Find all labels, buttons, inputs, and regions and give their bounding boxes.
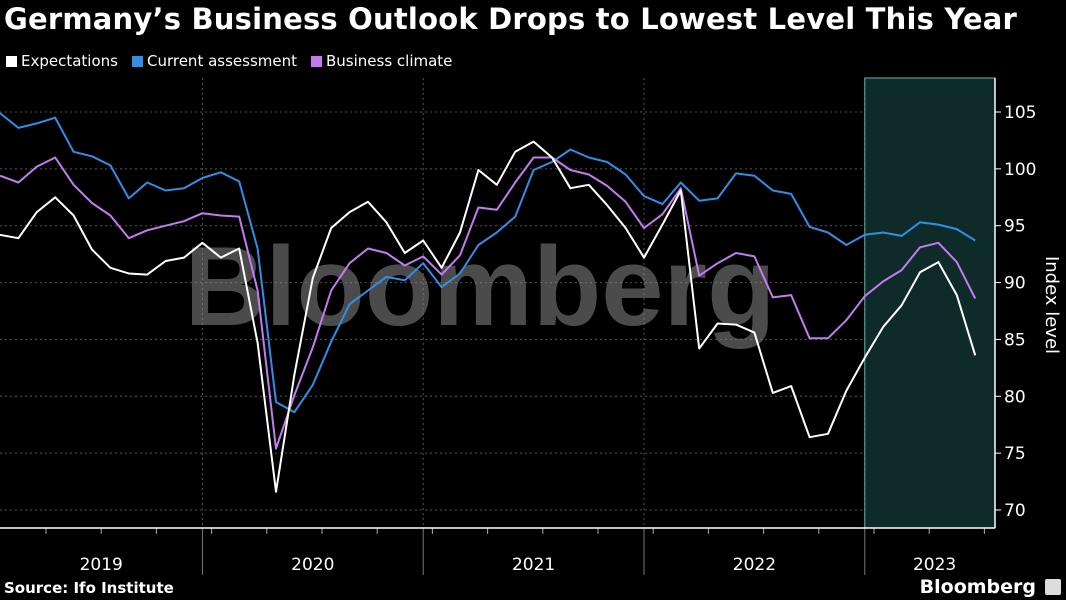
y-tick-label: 70 — [1004, 501, 1026, 521]
y-tick-label: 105 — [1004, 103, 1036, 123]
x-tick-label: 2019 — [80, 555, 123, 575]
series-line-business-climate — [0, 156, 977, 450]
chart-icon — [1045, 579, 1061, 595]
x-tick-label: 2023 — [913, 555, 956, 575]
legend-label: Current assessment — [146, 52, 297, 70]
legend-label: Business climate — [326, 52, 453, 70]
legend-swatch — [311, 55, 322, 67]
legend-item-business-climate: Business climate — [311, 52, 452, 70]
chart-title: Germany’s Business Outlook Drops to Lowe… — [4, 2, 1018, 36]
bloomberg-logo: Bloomberg — [919, 576, 1036, 598]
y-tick-label: 75 — [1004, 444, 1026, 464]
highlight-region — [864, 77, 996, 529]
y-tick-label: 95 — [1004, 217, 1026, 237]
y-axis-label: Index level — [1041, 256, 1062, 354]
source-note: Source: Ifo Institute — [4, 579, 174, 597]
legend-item-expectations: Expectations — [6, 52, 118, 70]
legend: Expectations Current assessment Business… — [6, 52, 452, 70]
series-line-current-assessment — [0, 112, 976, 414]
y-tick-label: 100 — [1004, 160, 1036, 180]
legend-swatch — [131, 55, 143, 67]
legend-item-current-assessment: Current assessment — [131, 52, 297, 70]
x-tick-label: 2020 — [291, 555, 334, 575]
x-tick-label: 2022 — [733, 555, 776, 575]
x-tick-label: 2021 — [512, 555, 555, 575]
legend-swatch — [6, 55, 17, 67]
y-tick-label: 80 — [1004, 387, 1026, 407]
legend-label: Expectations — [21, 52, 118, 70]
series-line-expectations — [0, 140, 977, 493]
y-tick-label: 90 — [1004, 274, 1026, 294]
y-tick-label: 85 — [1004, 330, 1026, 350]
